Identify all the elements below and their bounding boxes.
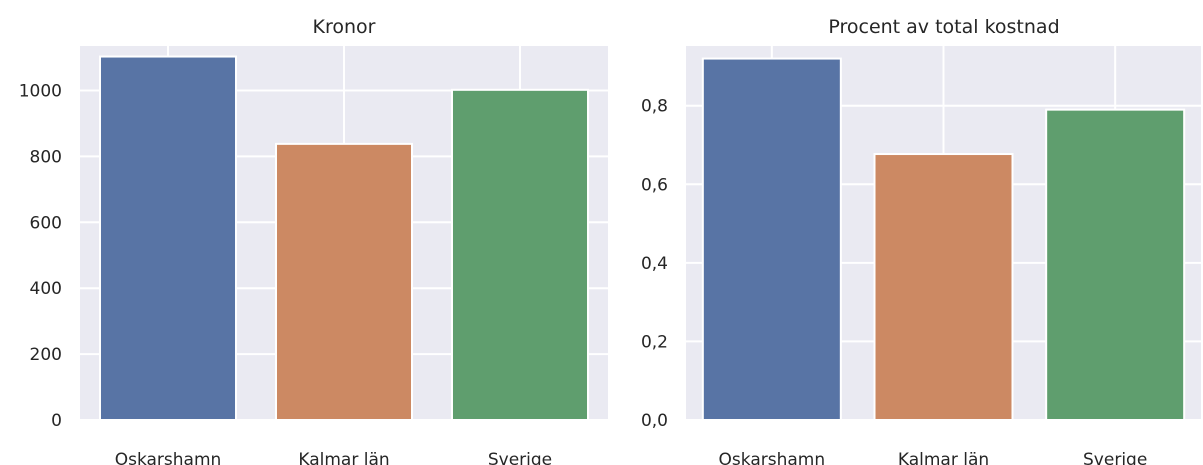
y-tick-label: 800 <box>30 147 62 167</box>
y-tick-label: 400 <box>30 279 62 299</box>
x-tick-label: Sverige <box>488 450 552 465</box>
bar <box>1045 108 1186 422</box>
y-tick-label: 0,8 <box>641 97 668 117</box>
y-tick-label: 600 <box>30 213 62 233</box>
chart-kronor: 0 200 400 600 800 1000 Oskarshamn Kalmar län Sv… <box>19 16 608 465</box>
chart-title: Procent av total kostnad <box>828 16 1059 38</box>
y-tick-label: 1000 <box>19 81 62 101</box>
chart-title: Kronor <box>313 16 376 38</box>
y-tick-label: 0,2 <box>641 332 668 352</box>
x-tick-label: Oskarshamn <box>115 450 222 465</box>
y-tick-label: 0 <box>51 411 62 431</box>
y-tick-label: 0,0 <box>641 411 668 431</box>
bar <box>451 88 589 421</box>
y-tick-label: 200 <box>30 345 62 365</box>
x-tick-label: Kalmar län <box>898 450 989 465</box>
x-tick-label: Sverige <box>1083 450 1147 465</box>
x-tick-label: Kalmar län <box>298 450 389 465</box>
y-tick-label: 0,4 <box>641 254 668 274</box>
bar <box>873 153 1014 422</box>
x-tick-label: Oskarshamn <box>719 450 826 465</box>
bar <box>99 55 237 421</box>
y-tick-label: 0,6 <box>641 175 668 195</box>
bar <box>701 57 842 421</box>
chart-procent: 0,0 0,2 0,4 0,6 0,8 Oskarshamn Kalmar län Sver… <box>641 16 1201 465</box>
bar <box>275 142 413 421</box>
